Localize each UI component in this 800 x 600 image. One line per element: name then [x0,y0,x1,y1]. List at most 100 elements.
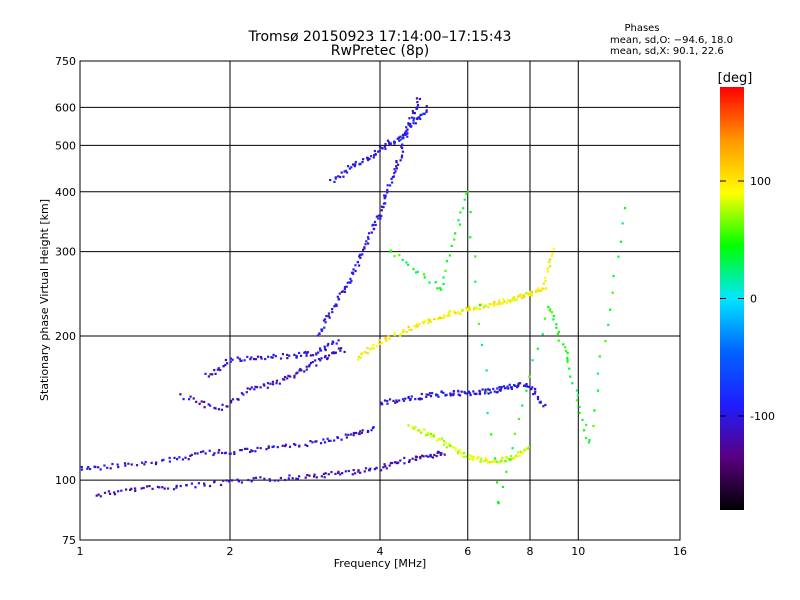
data-point [352,268,355,271]
data-point [415,107,418,110]
data-point [343,170,346,173]
data-point [304,350,307,354]
data-point [459,211,462,214]
data-point [216,368,219,371]
data-point [490,461,493,464]
data-point [254,476,258,479]
colorbar-label: [deg] [718,71,753,86]
data-point [404,397,407,400]
data-point [623,206,627,210]
data-point [184,456,187,459]
data-point [383,194,386,197]
data-point [412,122,415,125]
scatter-points [80,97,627,505]
data-point [509,386,513,389]
data-point [438,287,442,290]
data-point [529,291,532,294]
data-point [401,143,404,146]
data-point [207,375,210,378]
data-point [80,468,84,471]
data-point [509,301,512,304]
data-point [423,273,426,276]
data-point [286,357,289,360]
data-point [276,446,279,449]
data-point [299,367,302,371]
data-point [413,324,416,328]
data-point [472,457,475,461]
data-point [385,339,388,342]
data-point [550,254,553,257]
data-point [496,501,500,504]
data-point [539,289,543,293]
data-point [415,97,419,100]
data-point [469,393,472,396]
data-point [478,307,481,310]
data-point [463,391,467,395]
data-point [433,318,436,321]
data-point [578,411,581,414]
data-point [375,466,378,469]
data-point [246,387,249,390]
data-point [414,122,417,125]
data-point [519,450,522,453]
data-point [479,302,482,306]
data-point [287,374,290,377]
data-point [111,462,114,466]
data-point [548,261,551,264]
data-point [480,457,483,460]
data-point [179,393,182,396]
data-point [343,350,346,354]
data-point [407,395,410,399]
data-point [492,304,495,308]
data-point [459,312,462,315]
data-point [208,449,211,452]
y-axis-label: Stationary phase Virtual Height [km] [38,199,51,401]
data-point [209,404,212,407]
data-point [286,377,289,380]
data-point [389,143,392,146]
data-point [536,395,540,399]
data-point [526,447,529,450]
data-point [204,452,207,455]
data-point [330,470,333,474]
data-point [546,267,549,270]
data-point [482,460,485,463]
chart-title: Tromsø 20150923 17:14:00–17:15:43 [248,29,512,45]
data-point [99,468,102,471]
data-point [397,136,401,139]
data-point [346,281,349,284]
data-point [357,470,360,473]
data-point [123,462,127,465]
data-point [331,307,334,311]
data-point [416,106,419,109]
data-point [306,351,310,354]
stats-heading: Phases [624,23,659,34]
data-point [444,441,447,444]
x-tick-label: 16 [673,545,687,558]
data-point [389,250,392,253]
data-point [380,146,383,149]
data-point [493,300,496,303]
data-point [395,400,399,403]
data-point [555,323,558,326]
data-point [319,442,323,445]
data-point [321,328,324,331]
data-point [259,355,263,359]
data-point [229,357,232,360]
data-point [420,392,423,396]
data-point [386,184,389,187]
data-point [342,175,345,178]
data-point [505,301,508,305]
data-point [284,443,288,446]
data-point [311,354,315,357]
data-point [364,467,368,470]
data-point [516,295,520,298]
data-point [315,476,318,479]
data-point [142,486,145,490]
data-point [543,317,547,320]
data-point [411,457,414,460]
data-point [395,161,398,164]
data-point [214,372,217,376]
y-tick-label: 600 [55,101,76,114]
data-point [200,400,203,403]
